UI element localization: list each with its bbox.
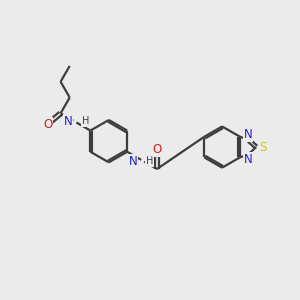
Text: H: H: [82, 116, 89, 126]
Text: S: S: [259, 141, 266, 154]
Text: N: N: [244, 128, 253, 141]
Text: O: O: [44, 118, 53, 131]
Text: N: N: [244, 153, 253, 166]
Text: H: H: [146, 156, 153, 166]
Text: N: N: [129, 154, 138, 167]
Text: N: N: [64, 115, 73, 128]
Text: O: O: [152, 143, 162, 156]
